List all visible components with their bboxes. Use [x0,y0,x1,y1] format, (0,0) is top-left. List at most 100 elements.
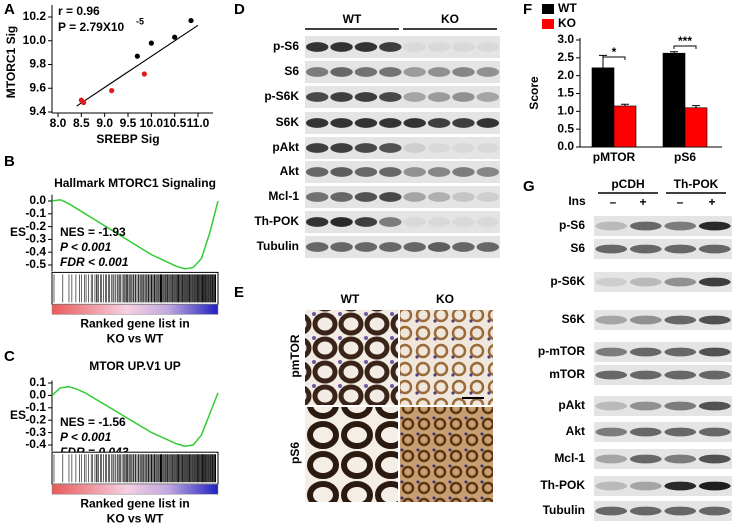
x-tick-label: 8.0 [50,116,67,130]
blot-band [403,143,426,153]
blot-band [427,192,451,202]
row-label: Mcl-1 [554,451,585,465]
panel-letter: E [234,284,244,301]
blot-band [476,217,500,227]
blot-band [379,67,402,77]
y-tick-label: 0.1 [29,375,46,389]
blot-band [427,242,451,252]
blot-band [354,192,378,202]
bar [613,105,637,148]
y-tick-label: -0.3 [25,232,46,246]
y-axis-label: MTORC1 Sig [4,26,18,98]
x-axis-label: KO vs WT [107,511,164,523]
stat-r: r = 0.96 [58,4,100,18]
blot-band [476,143,500,153]
blot-band [403,92,426,102]
blot-band [698,427,731,437]
blot-band [330,67,353,77]
legend-swatch [542,4,554,14]
blot-band [330,217,353,227]
blot-band [403,192,426,202]
blot-band [698,481,731,491]
panel-letter: B [4,153,15,170]
blot-band [354,143,378,153]
blot-band [595,244,628,254]
blot-band [698,221,731,231]
row-label: p-S6K [550,274,585,288]
blot-band [664,506,697,516]
blot-band [354,67,378,77]
blot-strip [305,186,500,208]
blot-band [664,454,697,464]
y-tick-label: -0.2 [25,412,46,426]
blot-band [427,67,451,77]
blot-band [330,167,353,177]
y-tick-label: 0.0 [29,193,46,207]
significance-bracket [602,56,626,60]
blot-band [595,454,628,464]
row-label: Th-POK [540,478,585,492]
blot-band [595,277,628,287]
y-tick-label: 2.0 [557,68,574,82]
blot-strip [594,239,732,259]
x-tick-label: pS6 [674,150,696,164]
statistic: NES = -1.93 [60,225,126,239]
y-tick-label: -0.1 [25,400,46,414]
blot-band [379,42,402,52]
blot-band [305,92,329,102]
blot-band [476,118,500,128]
x-tick-label: pMTOR [593,150,636,164]
blot-band [305,167,329,177]
row-label: Akt [280,164,299,178]
blot-band [305,67,329,77]
blot-band [664,427,697,437]
error-bar [621,103,629,106]
blot-band [452,167,475,177]
blot-band [379,192,402,202]
blot-band [664,347,697,357]
enrichment-curve [51,198,219,270]
stat-p-exponent: -5 [136,16,144,26]
point [172,34,178,40]
blot-band [330,192,353,202]
row-label: p-S6K [264,89,299,103]
y-tick-label: 3.0 [557,32,574,46]
row-label: pAkt [272,140,299,154]
row-label: p-S6 [273,39,299,53]
blot-band [595,315,628,325]
x-tick-label: 9.0 [96,116,113,130]
y-tick-label: 9.8 [29,57,46,71]
row-label: pmTOR [288,334,302,377]
blot-band [664,277,697,287]
blot-strip [305,112,500,134]
blot-band [427,42,451,52]
bar [684,107,708,148]
blot-band [354,118,378,128]
blot-band [664,370,697,380]
blot-band [379,92,402,102]
statistic: FDR < 0.001 [60,255,129,269]
blot-band [476,42,500,52]
blot-band [476,192,500,202]
blot-band [379,118,402,128]
significance-bracket [673,45,697,49]
blot-band [354,242,378,252]
blot-band [629,277,662,287]
blot-band [595,427,628,437]
blot-strip [305,36,500,58]
blot-strip [305,161,500,183]
blot-strip [594,449,732,469]
blot-strip [305,236,500,258]
y-tick-label: -0.4 [25,437,46,451]
x-axis-label: SREBP Sig [96,132,159,146]
blot-band [403,118,426,128]
blot-strip [305,137,500,159]
statistic: P < 0.001 [60,240,112,254]
blot-band [403,217,426,227]
blot-band [403,167,426,177]
blot-strip [305,61,500,83]
blot-band [379,167,402,177]
lane-label: + [708,195,715,209]
blot-strip [594,365,732,385]
